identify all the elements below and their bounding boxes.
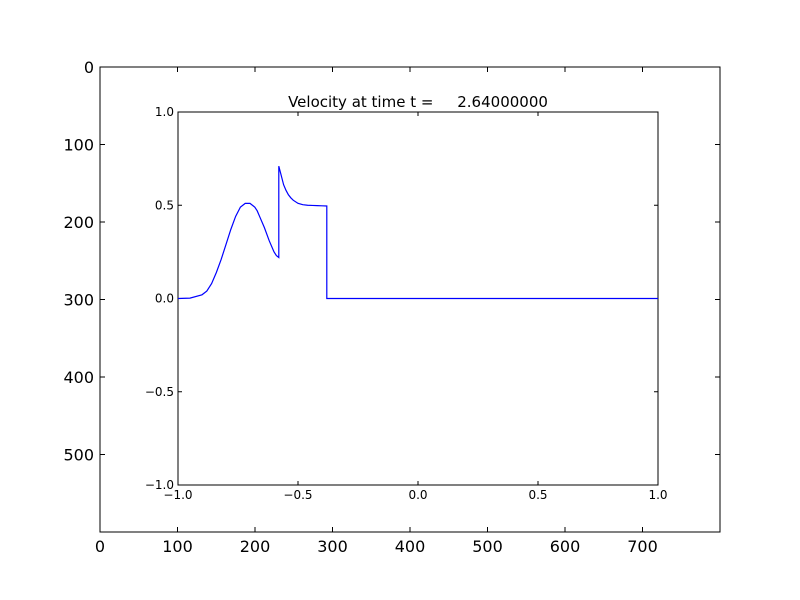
outer-x-tick-label: 0 [95, 537, 105, 556]
outer-x-tick-label: 600 [550, 537, 581, 556]
outer-x-tick-label: 300 [317, 537, 348, 556]
velocity-y-tick-label: 0.0 [155, 292, 174, 306]
velocity-x-tick-label: 1.0 [648, 488, 667, 502]
velocity-x-tick-label: 0.5 [528, 488, 547, 502]
velocity-y-tick-label: 1.0 [155, 105, 174, 119]
outer-y-tick-label: 300 [63, 291, 94, 310]
velocity-plot-ticks: −1.0 −0.5 0.0 0.5 1.0 −1.0 −0.5 0.0 0.5 1.0 [145, 105, 668, 502]
outer-y-tick-label: 400 [63, 368, 94, 387]
outer-axis-ticks: 0 100 200 300 400 500 600 700 0 100 200 300 400 500 [63, 58, 720, 556]
velocity-y-tick-label: 0.5 [155, 198, 174, 212]
outer-x-tick-label: 500 [472, 537, 503, 556]
velocity-series-line [177, 165, 658, 300]
velocity-plot-axes: Velocity at time t = 2.64000000 −1.0 −0.5… [145, 93, 668, 502]
outer-x-tick-label: 100 [162, 537, 193, 556]
outer-y-tick-label: 200 [63, 213, 94, 232]
outer-x-tick-label: 200 [240, 537, 271, 556]
velocity-x-tick-label: −1.0 [163, 488, 192, 502]
velocity-x-tick-label: −0.5 [283, 488, 312, 502]
outer-y-tick-label: 100 [63, 136, 94, 155]
velocity-y-tick-label: −0.5 [145, 385, 174, 399]
outer-y-tick-label: 0 [84, 58, 94, 77]
outer-y-tick-label: 500 [63, 446, 94, 465]
velocity-x-tick-label: 0.0 [408, 488, 427, 502]
outer-x-tick-label: 400 [395, 537, 426, 556]
velocity-y-tick-label: −1.0 [145, 478, 174, 492]
outer-x-tick-label: 700 [627, 537, 658, 556]
chart-title: Velocity at time t = 2.64000000 [288, 93, 548, 111]
